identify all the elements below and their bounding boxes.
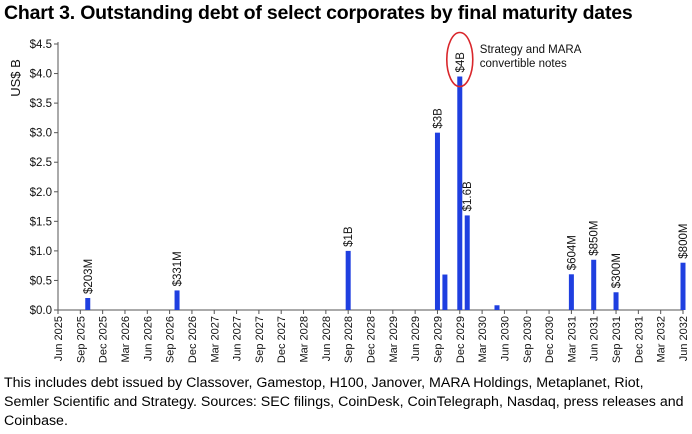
highlight-circle bbox=[445, 31, 474, 88]
bar bbox=[568, 274, 574, 310]
x-tick-label: Jun 2026 bbox=[142, 316, 154, 361]
x-tick-label: Jun 2027 bbox=[232, 316, 244, 361]
x-tick-label: Dec 2026 bbox=[187, 316, 199, 363]
x-tick-label: Jun 2029 bbox=[410, 316, 422, 361]
x-tick-label: Mar 2032 bbox=[656, 316, 668, 362]
y-tick-label: $0.5 bbox=[30, 275, 52, 287]
bar-data-label: $850M bbox=[589, 221, 601, 256]
x-tick-label: Sep 2030 bbox=[522, 316, 534, 363]
bar bbox=[442, 274, 448, 310]
bar bbox=[345, 250, 351, 310]
bar bbox=[85, 298, 91, 310]
x-tick-label: Jun 2025 bbox=[53, 316, 65, 361]
y-tick-label: $3.0 bbox=[30, 128, 52, 140]
y-tick-label: $4.0 bbox=[30, 69, 52, 81]
x-tick-label: Dec 2027 bbox=[276, 316, 288, 363]
x-tick-label: Sep 2025 bbox=[75, 316, 87, 363]
x-tick-label: Mar 2028 bbox=[299, 316, 311, 362]
bar-data-label: $203M bbox=[83, 259, 95, 294]
x-tick-label: Mar 2027 bbox=[209, 316, 221, 362]
y-tick-label: $4.5 bbox=[30, 39, 52, 51]
x-tick-label: Mar 2029 bbox=[388, 316, 400, 362]
bar bbox=[464, 215, 470, 310]
x-tick-label: Dec 2029 bbox=[455, 316, 467, 363]
bar-data-label: $331M bbox=[172, 251, 184, 286]
x-tick-label: Jun 2030 bbox=[499, 316, 511, 361]
bar bbox=[457, 76, 463, 310]
x-tick-label: Dec 2028 bbox=[366, 316, 378, 363]
x-tick-label: Dec 2030 bbox=[544, 316, 556, 363]
bar-data-label: $3B bbox=[432, 108, 444, 129]
chart-title: Chart 3. Outstanding debt of select corp… bbox=[4, 2, 633, 24]
bar bbox=[434, 132, 440, 310]
bar-chart: $0.0 $0.5 $1.0 $1.5 $2.0 $2.5 $3.0 $3.5 $4.0 $4.5… bbox=[8, 31, 690, 363]
x-tick-label: Mar 2031 bbox=[566, 316, 578, 362]
bar-data-label: $300M bbox=[611, 253, 623, 288]
annotation-line-1: Strategy and MARA bbox=[480, 44, 582, 56]
x-tick-label: Sep 2028 bbox=[343, 316, 355, 363]
bar bbox=[680, 262, 686, 310]
bar-data-label: $1.6B bbox=[462, 181, 474, 211]
y-axis-title: US$ B bbox=[8, 59, 23, 97]
bar-data-label: $4B bbox=[455, 52, 467, 73]
footnote: This includes debt issued by Classover, … bbox=[4, 375, 684, 429]
x-tick-label: Sep 2029 bbox=[432, 316, 444, 363]
y-tick-label: $0.0 bbox=[30, 305, 52, 317]
y-tick-label: $1.5 bbox=[30, 216, 52, 228]
x-tick-label: Sep 2026 bbox=[165, 316, 177, 363]
y-tick-label: $1.0 bbox=[30, 246, 52, 258]
bar-data-label: $604M bbox=[566, 235, 578, 270]
x-tick-label: Jun 2031 bbox=[589, 316, 601, 361]
x-tick-label: Dec 2025 bbox=[98, 316, 110, 363]
x-tick-label: Jun 2032 bbox=[678, 316, 690, 361]
bar-data-label: $800M bbox=[678, 224, 690, 259]
bar bbox=[174, 290, 180, 310]
bar bbox=[613, 292, 619, 310]
x-tick-label: Sep 2027 bbox=[254, 316, 266, 363]
bar bbox=[494, 305, 500, 310]
bar bbox=[591, 259, 597, 310]
x-tick-label: Jun 2028 bbox=[321, 316, 333, 361]
y-tick-label: $2.5 bbox=[30, 157, 52, 169]
y-tick-label: $3.5 bbox=[30, 98, 52, 110]
x-tick-label: Mar 2026 bbox=[120, 316, 132, 362]
x-tick-label: Sep 2031 bbox=[611, 316, 623, 363]
annotation-line-2: convertible notes bbox=[480, 58, 567, 70]
x-tick-label: Dec 2031 bbox=[633, 316, 645, 363]
y-tick-label: $2.0 bbox=[30, 187, 52, 199]
x-tick-label: Mar 2030 bbox=[477, 316, 489, 362]
bar-data-label: $1B bbox=[343, 226, 355, 247]
